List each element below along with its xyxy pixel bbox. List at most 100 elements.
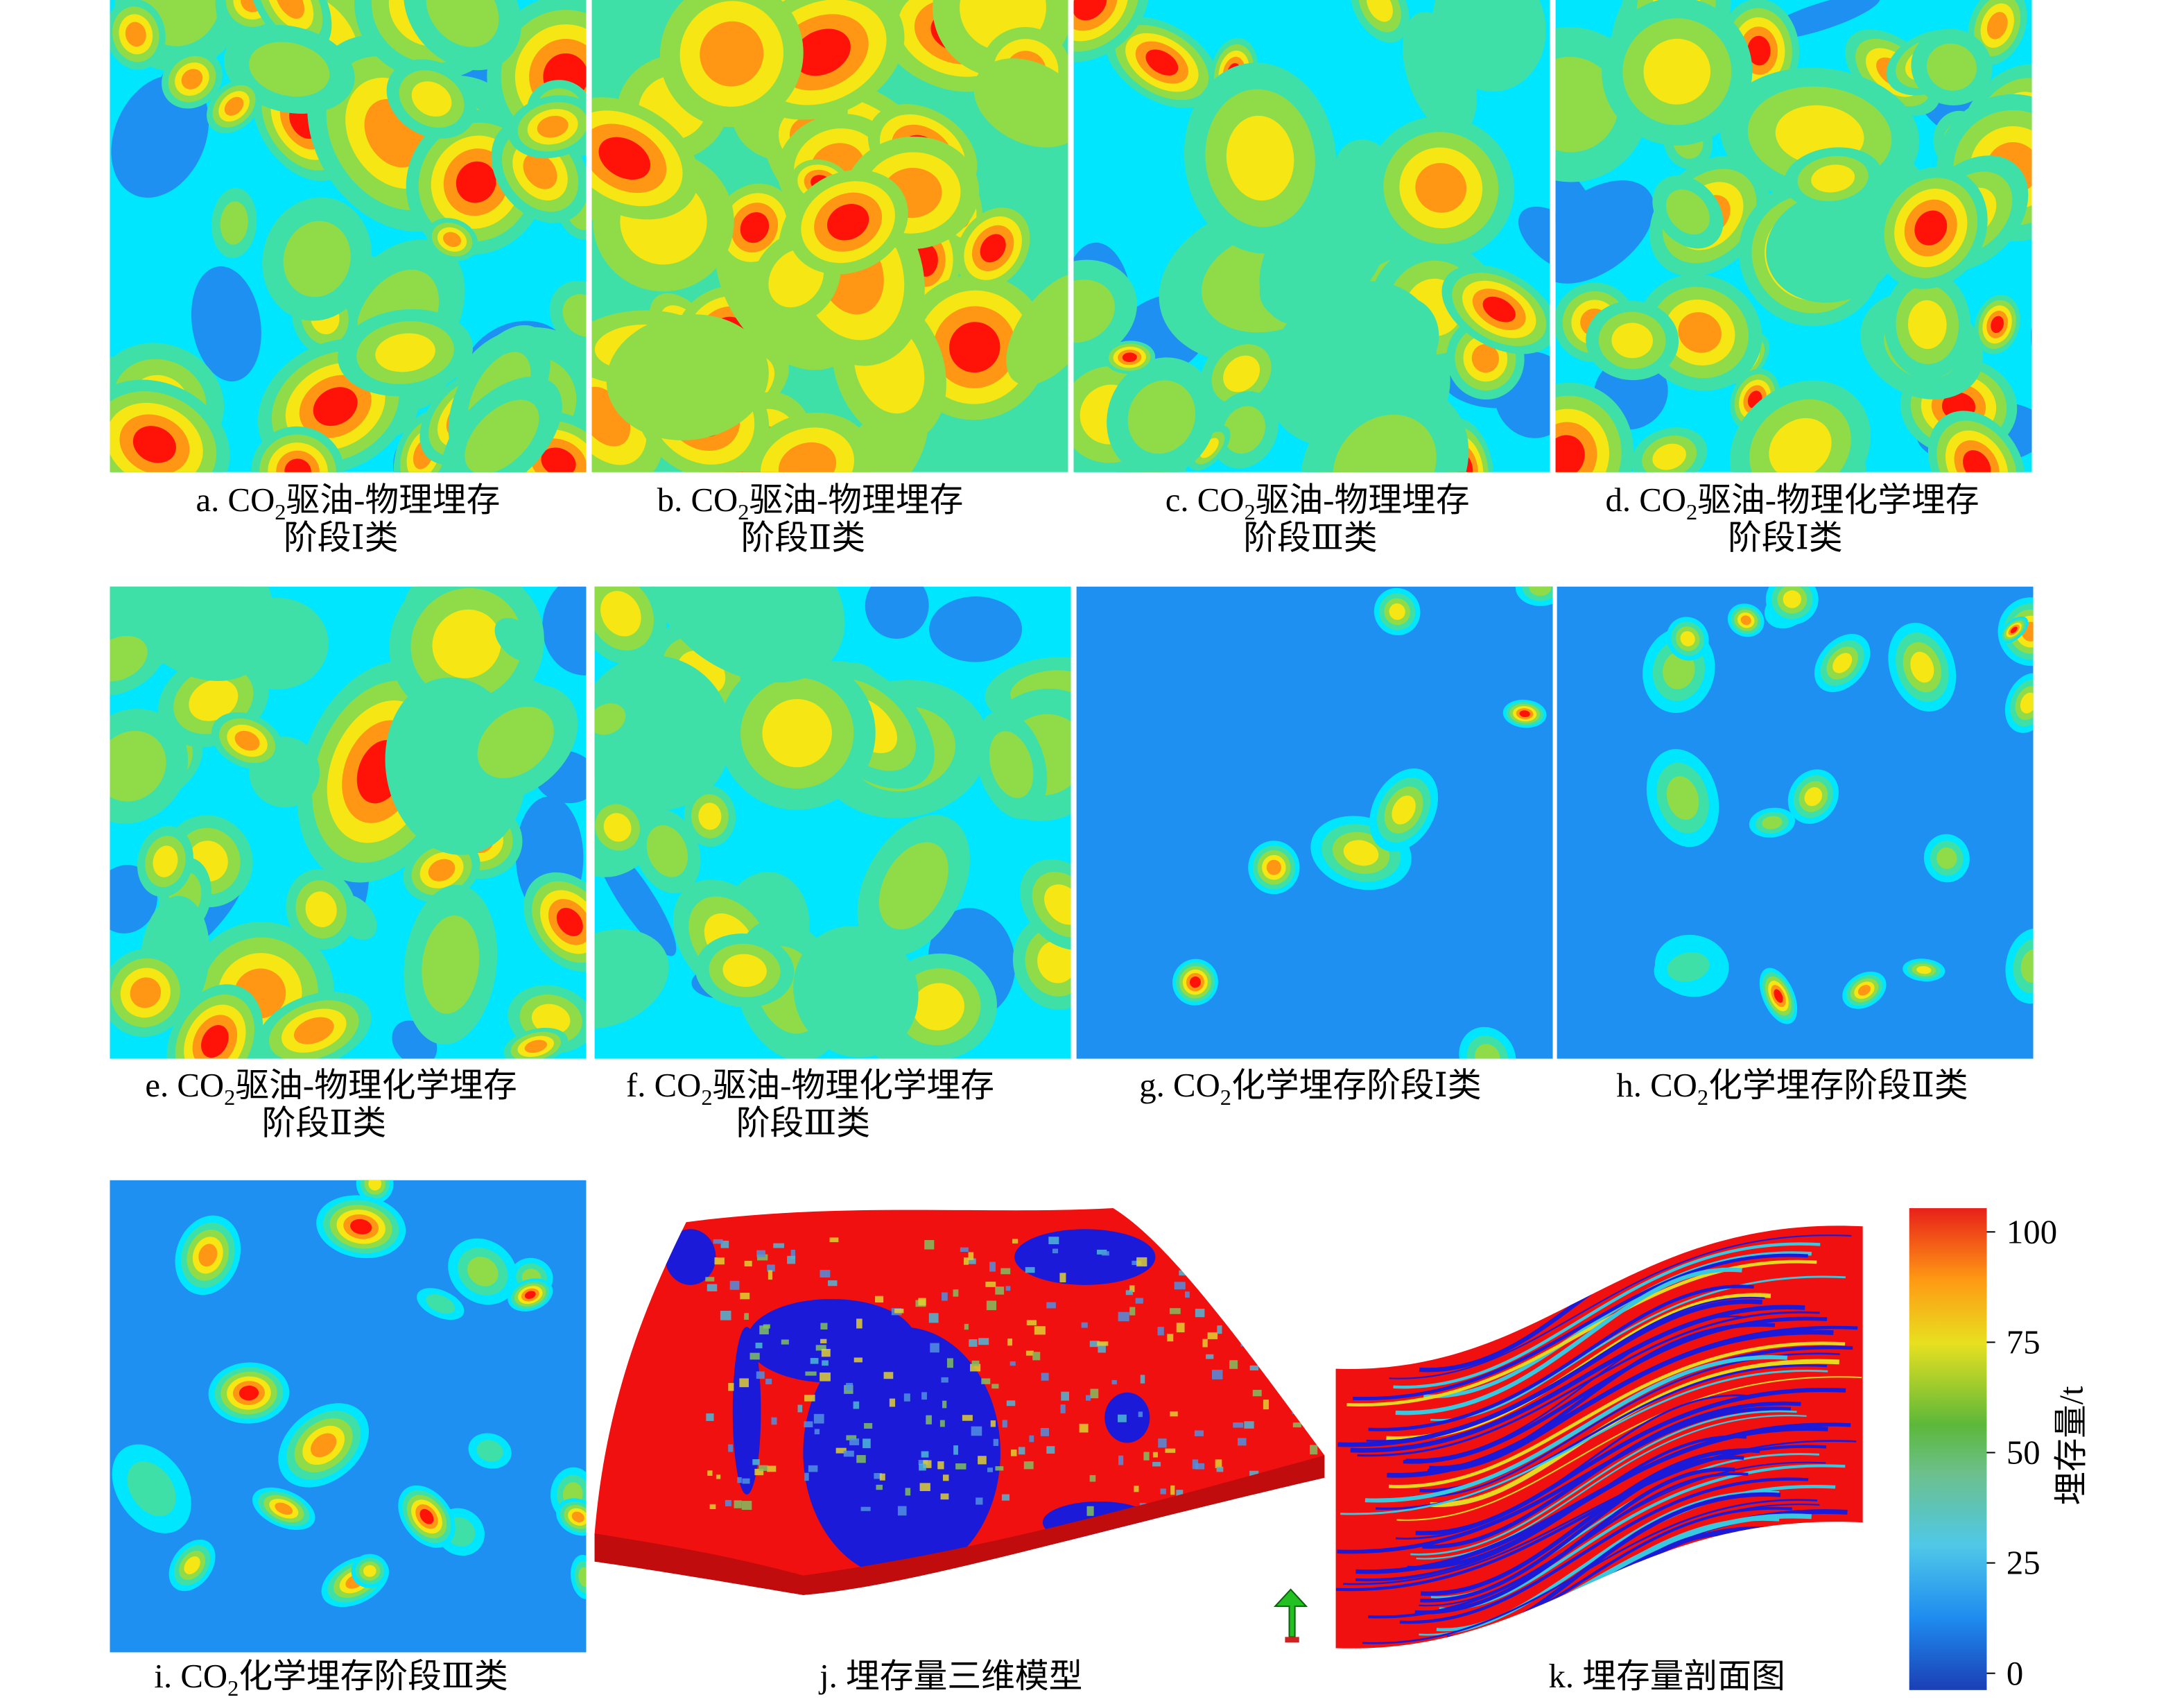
model-cell — [1134, 1486, 1139, 1492]
model-cell — [1005, 1286, 1011, 1291]
contour — [198, 1243, 218, 1267]
contour — [1783, 590, 1801, 608]
model-cell — [964, 1323, 969, 1330]
model-cell — [1167, 1334, 1174, 1342]
model-cell — [804, 1395, 815, 1402]
contour — [1223, 406, 1265, 454]
model-cell — [1321, 1284, 1325, 1289]
colorbar-title: 埋存量/t — [2052, 1386, 2090, 1505]
contour — [1804, 786, 1823, 807]
model-cell — [1135, 1298, 1143, 1304]
model-cell — [815, 1345, 826, 1351]
contour — [878, 842, 948, 930]
caption-text: i. CO — [154, 1658, 227, 1695]
contour — [1415, 163, 1467, 213]
section-layer — [1350, 1305, 1805, 1453]
model-cell — [706, 1413, 714, 1421]
contour — [598, 137, 650, 180]
model-cell — [919, 1483, 930, 1491]
model-cell — [1169, 1308, 1181, 1314]
model-cell — [1012, 1239, 1019, 1243]
model-cell — [937, 1461, 944, 1470]
north-arrow — [1273, 1588, 1308, 1643]
contour — [443, 232, 461, 248]
model-cell — [820, 1339, 827, 1343]
model-cell — [1001, 1494, 1010, 1501]
model-cell — [1315, 1404, 1325, 1409]
model-cell — [1007, 1339, 1013, 1346]
caption-text: h. CO — [1616, 1067, 1697, 1104]
contour — [1389, 603, 1405, 620]
model-cell — [1025, 1350, 1034, 1356]
section-layer — [1387, 1329, 1834, 1478]
caption-text: g. CO — [1139, 1067, 1220, 1104]
model-cell — [1195, 1463, 1205, 1470]
caption-text: 驱油-物理化学埋存 — [713, 1067, 994, 1104]
caption-subscript: 2 — [1244, 499, 1255, 524]
model-cell — [1258, 1256, 1264, 1261]
model-cell — [1292, 1422, 1301, 1428]
contour — [181, 69, 203, 89]
model-cell — [1256, 1320, 1262, 1326]
contour — [1740, 615, 1751, 626]
contour — [1936, 847, 1957, 869]
model-cell — [757, 1254, 768, 1261]
contour — [778, 442, 837, 472]
heatmap-panel — [1073, 0, 1550, 472]
model-cell — [928, 1313, 939, 1323]
model-cell — [1165, 1448, 1176, 1453]
model-cell — [1179, 1270, 1188, 1276]
model-cell — [1086, 1506, 1094, 1516]
contour — [363, 1565, 376, 1577]
model-cell — [879, 1473, 885, 1481]
model-cell — [741, 1501, 752, 1511]
model-cell — [1307, 1293, 1312, 1302]
model-cell — [822, 1360, 829, 1366]
contour — [1367, 0, 1393, 22]
contour — [1766, 190, 1899, 303]
model-cell — [1125, 1290, 1133, 1296]
section-layer — [1389, 1234, 1852, 1379]
panel-background — [1076, 586, 1553, 1059]
model-cell — [923, 1460, 932, 1468]
model-cell — [767, 1264, 775, 1272]
model-cell — [1170, 1411, 1178, 1417]
model-cell — [989, 1262, 996, 1272]
contours — [112, 1180, 587, 1608]
contour — [184, 1556, 200, 1574]
model-cell — [821, 1348, 831, 1357]
model-cell — [962, 1415, 973, 1421]
contour — [1367, 297, 1439, 377]
contour — [973, 58, 1068, 148]
section-layer — [1357, 1311, 1820, 1457]
low-region — [1555, 141, 1606, 250]
model-cell — [1248, 1339, 1258, 1350]
model-cell — [804, 1421, 813, 1428]
section-layer — [1355, 1435, 1747, 1582]
contour — [1073, 279, 1115, 343]
caption: a. CO2驱油-物理埋存 — [196, 481, 501, 524]
contour — [456, 161, 496, 203]
model-cell — [720, 1240, 729, 1248]
section-layer — [1396, 1376, 1862, 1521]
model-cell — [820, 1270, 831, 1278]
model-cell — [978, 1338, 989, 1345]
contour — [1667, 952, 1710, 982]
caption: e. CO2驱油-物理化学埋存 — [145, 1067, 517, 1110]
contour — [293, 1017, 334, 1044]
contour — [419, 1508, 434, 1524]
contour — [467, 1257, 499, 1286]
contour — [311, 1433, 337, 1458]
model-cell — [990, 1420, 996, 1427]
caption-text: d. CO — [1605, 481, 1686, 519]
model-cell — [1273, 1315, 1279, 1323]
caption-subscript: 2 — [224, 1085, 235, 1110]
model-region — [665, 1229, 716, 1285]
contour — [110, 730, 166, 802]
section-layer — [1430, 1275, 1846, 1421]
model-cell — [967, 1258, 976, 1264]
caption-subscript: 2 — [1220, 1085, 1231, 1110]
low-region — [2031, 310, 2032, 386]
model-cell — [926, 1415, 932, 1425]
contour — [989, 731, 1034, 798]
